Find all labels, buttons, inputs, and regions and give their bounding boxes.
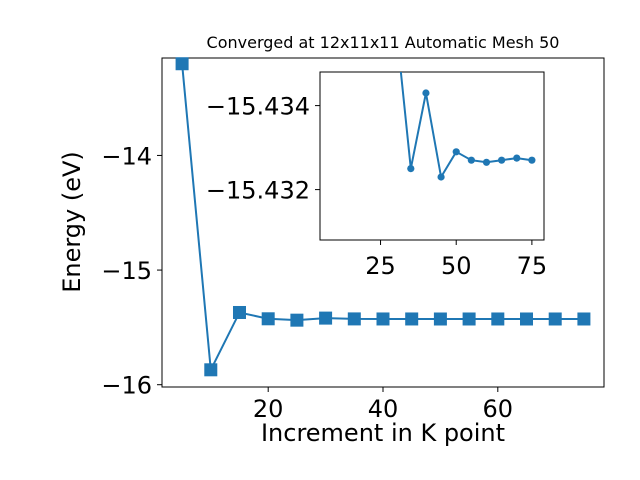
main-data-point [232,305,246,319]
inset-data-point [513,154,521,162]
y-tick-label: −14 [101,142,152,170]
inset-chart: 25 50 75 −15.434 −15.432 [206,71,547,280]
inset-series [399,72,536,181]
inset-data-point [528,156,536,164]
main-data-point [462,312,476,326]
main-data-point [548,312,562,326]
inset-data-point [407,165,415,173]
main-data-point [347,312,361,326]
inset-x-tick-label: 75 [517,252,548,280]
inset-data-point [467,156,475,164]
chart-title: Converged at 12x11x11 Automatic Mesh 50 [207,33,560,52]
main-ticks: 20 40 60 −16 −15 −14 [101,142,513,423]
x-tick-label: 60 [483,395,514,423]
inset-y-tick-label: −15.432 [206,177,310,205]
inset-data-point [452,148,460,156]
y-axis-label: Energy (eV) [58,151,86,293]
inset-data-point [437,173,445,181]
inset-data-point [422,89,430,97]
main-data-point [290,313,304,327]
y-tick-label: −15 [101,257,152,285]
main-series [175,57,591,377]
inset-data-point [498,156,506,164]
x-axis-label: Increment in K point [261,419,505,447]
inset-data-point [482,158,491,166]
main-data-point [204,363,218,377]
main-data-point [491,312,505,326]
main-data-point [376,312,390,326]
main-data-point [175,57,189,71]
main-data-point [520,312,534,326]
inset-x-tick-label: 25 [365,252,396,280]
x-tick-label: 40 [368,395,399,423]
main-data-point [433,312,447,326]
main-data-point [319,311,333,325]
main-data-point [405,312,419,326]
inset-ticks: 25 50 75 −15.434 −15.432 [206,93,547,280]
inset-plot-frame [319,71,545,241]
x-tick-label: 20 [253,395,284,423]
main-data-point [261,312,275,326]
main-data-point [577,312,591,326]
inset-series-line [399,72,533,180]
y-tick-label: −16 [101,372,152,400]
inset-x-tick-label: 50 [441,252,472,280]
inset-y-tick-label: −15.434 [206,93,310,121]
